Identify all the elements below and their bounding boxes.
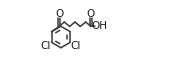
Text: Cl: Cl xyxy=(41,41,51,51)
Text: O: O xyxy=(87,9,95,19)
Text: O: O xyxy=(55,9,63,19)
Text: OH: OH xyxy=(91,21,107,31)
Text: Cl: Cl xyxy=(71,41,81,51)
